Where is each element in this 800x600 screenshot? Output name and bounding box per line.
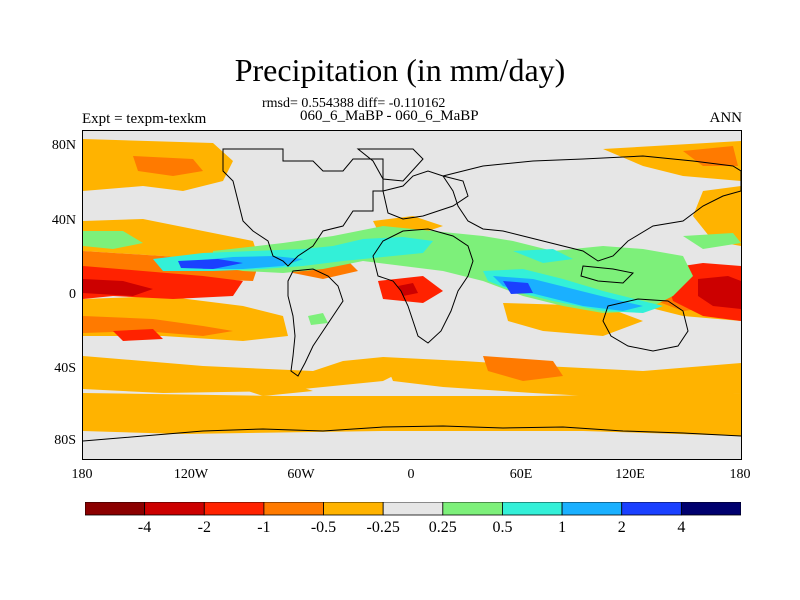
colorbar-swatch — [442, 502, 503, 516]
colorbar-label: 0.5 — [492, 519, 513, 536]
coast-asia — [442, 155, 741, 262]
field-wet-severe — [178, 259, 533, 294]
colorbar-swatch — [323, 502, 384, 516]
colorbar-swatch — [382, 502, 444, 516]
colorbar-swatch — [502, 502, 563, 516]
colorbar-label: -4 — [137, 519, 152, 536]
colorbar-swatch — [680, 502, 741, 516]
precipitation-map — [82, 130, 742, 460]
x-tick-label: 180 — [71, 467, 93, 482]
x-tick-label: 180 — [729, 467, 751, 482]
colorbar-swatch — [561, 502, 623, 516]
colorbar-swatch — [621, 502, 682, 516]
expt-label: Expt = texpm-texkm — [82, 111, 207, 127]
colorbar-label: 4 — [677, 519, 686, 536]
colorbar — [85, 502, 741, 516]
x-tick-label: 0 — [407, 467, 415, 482]
season-label: ANN — [709, 110, 743, 126]
colorbar-label: -0.25 — [366, 519, 400, 536]
y-tick-label: 0 — [69, 287, 76, 302]
colorbar-swatch — [263, 502, 324, 516]
coast-north-america — [222, 148, 384, 267]
colorbar-swatch — [85, 502, 146, 516]
rmsd-diff-stats: rmsd= 0.554388 diff= -0.110162 — [262, 96, 446, 111]
colorbar-label: -0.5 — [310, 519, 337, 536]
coast-antarctica — [83, 425, 741, 442]
chart-title: Precipitation (in mm/day) — [234, 52, 566, 88]
y-tick-label: 80N — [51, 138, 76, 153]
map-svg — [83, 131, 741, 459]
y-tick-label: 80S — [54, 433, 76, 448]
coast-south-america — [287, 268, 344, 377]
x-tick-label: 60E — [509, 467, 533, 482]
x-tick-label: 60W — [287, 467, 315, 482]
coast-australia — [602, 298, 689, 352]
colorbar-label: -1 — [257, 519, 271, 536]
x-tick-label: 120E — [615, 467, 645, 482]
colorbar-swatch — [144, 502, 205, 516]
field-dry-severe — [83, 276, 741, 309]
colorbar-label: 1 — [558, 519, 567, 536]
colorbar-swatch — [203, 502, 265, 516]
coast-africa — [372, 228, 474, 344]
experiment-subtitle: 060_6_MaBP - 060_6_MaBP — [300, 108, 479, 124]
colorbar-label: 0.25 — [428, 519, 457, 536]
x-tick-label: 120W — [173, 467, 209, 482]
coast-greenland — [356, 148, 424, 182]
coastlines — [83, 148, 741, 442]
colorbar-label: -2 — [197, 519, 211, 536]
coast-indonesia — [580, 265, 635, 284]
coast-europe — [382, 170, 469, 220]
y-tick-label: 40N — [51, 213, 76, 228]
colorbar-label: 2 — [617, 519, 626, 536]
y-tick-label: 40S — [54, 361, 76, 376]
